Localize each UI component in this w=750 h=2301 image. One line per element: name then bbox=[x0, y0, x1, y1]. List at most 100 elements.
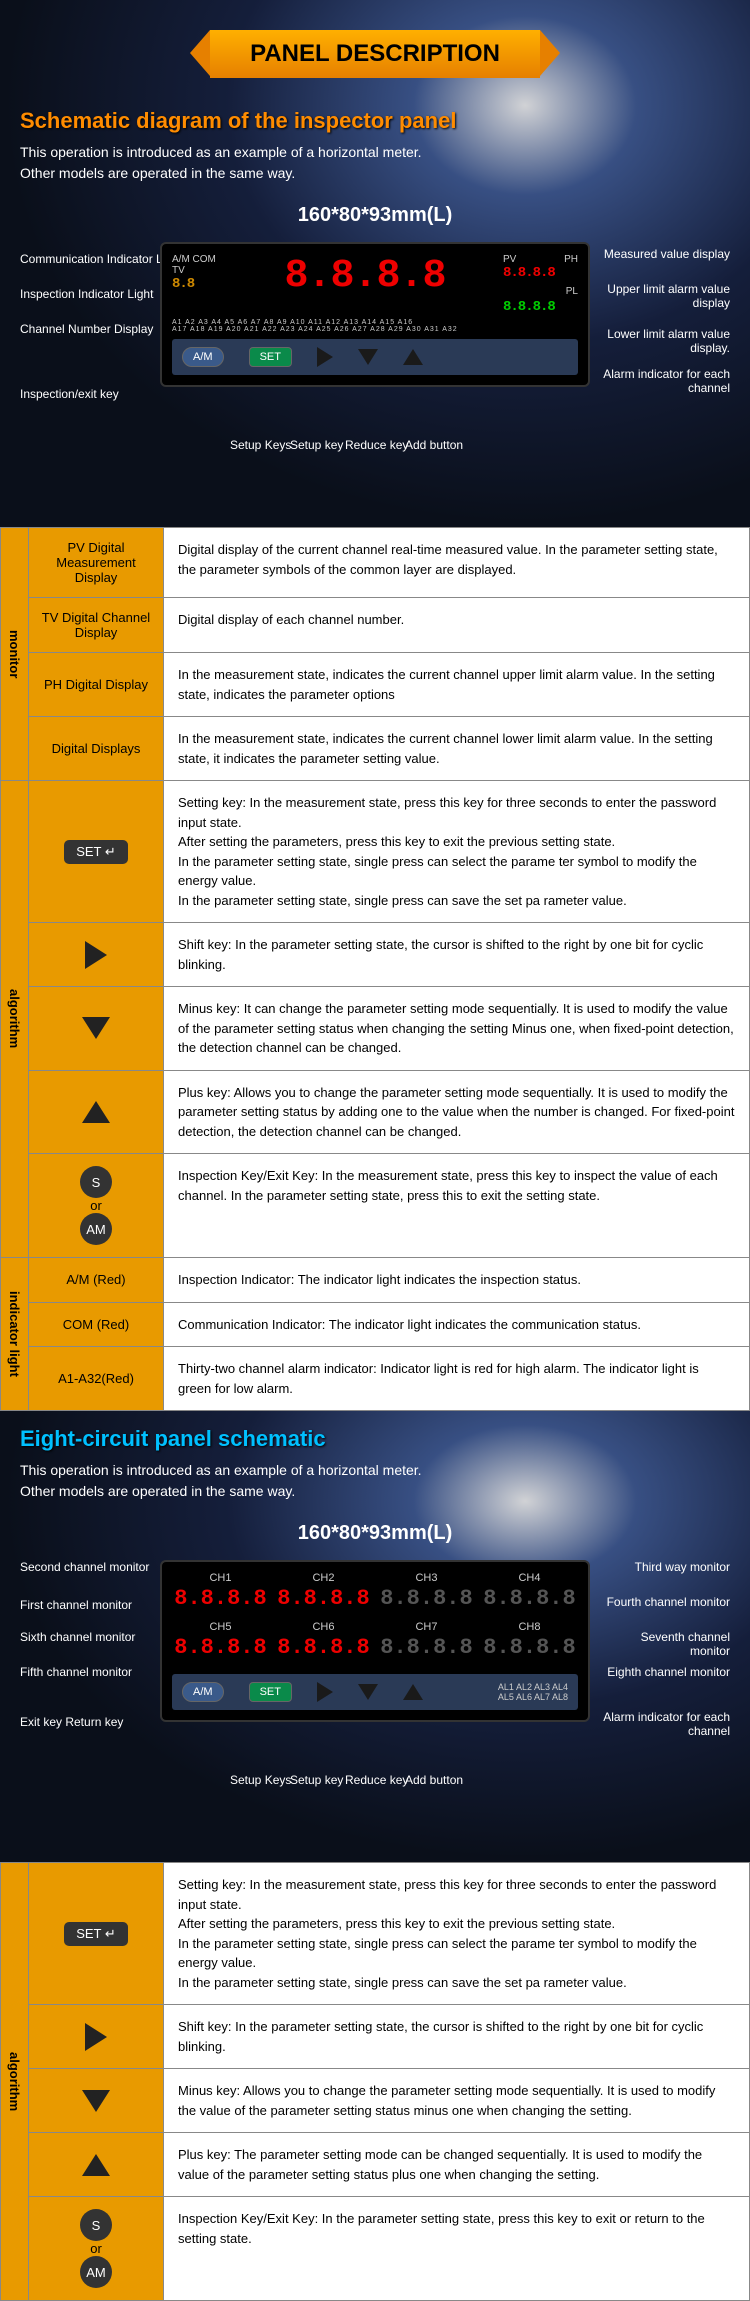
cell-key bbox=[29, 987, 164, 1070]
section2-title: Eight-circuit panel schematic bbox=[20, 1426, 730, 1452]
ch-box: CH28.8.8.8 bbox=[275, 1572, 372, 1611]
ch-box: CH48.8.8.8 bbox=[481, 1572, 578, 1611]
callout-measured: Measured value display bbox=[600, 247, 730, 261]
cell-val: Communication Indicator: The indicator l… bbox=[164, 1303, 749, 1347]
set-button2[interactable]: SET bbox=[249, 1682, 292, 1702]
am-com-label: A/M COM bbox=[172, 254, 227, 265]
callout-alarm: Alarm indicator for each channel bbox=[600, 367, 730, 396]
table-row: Shift key: In the parameter setting stat… bbox=[29, 923, 749, 987]
table-row: Minus key: Allows you to change the para… bbox=[29, 2069, 749, 2133]
cell-key: SET ↵ bbox=[29, 781, 164, 922]
c2-l1: First channel monitor bbox=[20, 1598, 132, 1612]
pl-display: 8.8.8.8 bbox=[503, 299, 578, 315]
ph-label: PH bbox=[564, 254, 578, 265]
c2-l3: Fifth channel monitor bbox=[20, 1665, 132, 1679]
panel2-area: Second channel monitor First channel mon… bbox=[20, 1550, 730, 1842]
cell-key: PH Digital Display bbox=[29, 653, 164, 716]
cell-val: Thirty-two channel alarm indicator: Indi… bbox=[164, 1347, 749, 1410]
dim-label2: 160*80*93mm(L) bbox=[20, 1522, 730, 1545]
down-icon bbox=[82, 2090, 110, 2112]
c2-r1: Fourth channel monitor bbox=[600, 1595, 730, 1609]
ch-box: CH38.8.8.8 bbox=[378, 1572, 475, 1611]
cell-val: In the measurement state, indicates the … bbox=[164, 653, 749, 716]
table1: monitorPV Digital Measurement DisplayDig… bbox=[0, 527, 750, 1411]
c2-r3: Eighth channel monitor bbox=[600, 1665, 730, 1679]
up-icon bbox=[82, 1101, 110, 1123]
right-button[interactable] bbox=[317, 347, 333, 367]
cell-key bbox=[29, 1071, 164, 1154]
set-icon: SET ↵ bbox=[64, 1922, 128, 1946]
btn2-lbl-4: Add button bbox=[405, 1773, 463, 1787]
cell-val: Inspection Key/Exit Key: In the measurem… bbox=[164, 1154, 749, 1257]
btn2-lbl-1: Setup Keys bbox=[230, 1773, 291, 1787]
table-row: Digital DisplaysIn the measurement state… bbox=[29, 717, 749, 780]
section2: Eight-circuit panel schematic This opera… bbox=[0, 1411, 750, 1862]
down-button[interactable] bbox=[358, 349, 378, 365]
algorithm-label2: algorithm bbox=[1, 1863, 29, 2300]
cell-val: Plus key: Allows you to change the param… bbox=[164, 1071, 749, 1154]
ch-row1: A1 A2 A3 A4 A5 A6 A7 A8 A9 A10 A11 A12 A… bbox=[172, 319, 578, 326]
table-row: Minus key: It can change the parameter s… bbox=[29, 987, 749, 1071]
cell-key: A/M (Red) bbox=[29, 1258, 164, 1302]
cell-val: Inspection Key/Exit Key: In the paramete… bbox=[164, 2197, 749, 2300]
cell-key: COM (Red) bbox=[29, 1303, 164, 1347]
button-row2: A/M SET AL1 AL2 AL3 AL4 AL5 AL6 AL7 AL8 bbox=[172, 1674, 578, 1710]
table-row: COM (Red)Communication Indicator: The in… bbox=[29, 1303, 749, 1348]
section2-intro: This operation is introduced as an examp… bbox=[20, 1460, 730, 1502]
ch-box: CH88.8.8.8 bbox=[481, 1621, 578, 1660]
cell-key bbox=[29, 923, 164, 986]
cell-val: Inspection Indicator: The indicator ligh… bbox=[164, 1258, 749, 1302]
cell-val: Digital display of each channel number. bbox=[164, 598, 749, 652]
table-row: Plus key: Allows you to change the param… bbox=[29, 1071, 749, 1155]
callout-lower: Lower limit alarm value display. bbox=[600, 327, 730, 356]
cell-key: Digital Displays bbox=[29, 717, 164, 780]
ch-box: CH68.8.8.8 bbox=[275, 1621, 372, 1660]
eight-panel: CH18.8.8.8CH28.8.8.8CH38.8.8.8CH48.8.8.8… bbox=[160, 1560, 590, 1722]
btn-lbl-1: Setup Keys bbox=[230, 438, 291, 452]
set-button[interactable]: SET bbox=[249, 347, 292, 367]
ch-box: CH18.8.8.8 bbox=[172, 1572, 269, 1611]
hero-section: PANEL DESCRIPTION Schematic diagram of t… bbox=[0, 0, 750, 527]
monitor-label: monitor bbox=[1, 528, 29, 780]
up-button2[interactable] bbox=[403, 1684, 423, 1700]
am-button2[interactable]: A/M bbox=[182, 1682, 224, 1702]
ch-box: CH78.8.8.8 bbox=[378, 1621, 475, 1660]
cell-val: Setting key: In the measurement state, p… bbox=[164, 1863, 749, 2004]
ph-display: 8.8.8.8 bbox=[503, 265, 578, 281]
callout-exitkey: Inspection/exit key bbox=[20, 387, 119, 401]
s-icon: S bbox=[80, 1166, 112, 1198]
cell-val: Plus key: The parameter setting mode can… bbox=[164, 2133, 749, 2196]
btn2-lbl-2: Setup key bbox=[290, 1773, 343, 1787]
pv-display: 8.8.8.8 bbox=[235, 254, 495, 299]
btn-lbl-2: Setup key bbox=[290, 438, 343, 452]
c2-l2: Sixth channel monitor bbox=[20, 1630, 135, 1644]
am-button[interactable]: A/M bbox=[182, 347, 224, 367]
indicator-label: indicator light bbox=[1, 1258, 29, 1410]
cell-key: TV Digital Channel Display bbox=[29, 598, 164, 652]
al-labels: AL1 AL2 AL3 AL4 AL5 AL6 AL7 AL8 bbox=[498, 1682, 568, 1702]
c2-l4: Exit key Return key bbox=[20, 1715, 123, 1729]
table-row: PH Digital DisplayIn the measurement sta… bbox=[29, 653, 749, 717]
cell-val: Minus key: Allows you to change the para… bbox=[164, 2069, 749, 2132]
cell-val: Minus key: It can change the parameter s… bbox=[164, 987, 749, 1070]
table-row: Plus key: The parameter setting mode can… bbox=[29, 2133, 749, 2197]
cell-key bbox=[29, 2005, 164, 2068]
cell-key: SET ↵ bbox=[29, 1863, 164, 2004]
table-row: SET ↵ Setting key: In the measurement sta… bbox=[29, 781, 749, 923]
table-row: SorAMInspection Key/Exit Key: In the par… bbox=[29, 2197, 749, 2300]
am-icon: AM bbox=[80, 1213, 112, 1245]
down-button2[interactable] bbox=[358, 1684, 378, 1700]
table2: algorithm SET ↵ Setting key: In the measur… bbox=[0, 1862, 750, 2301]
cell-key: SorAM bbox=[29, 2197, 164, 2300]
cell-val: In the measurement state, indicates the … bbox=[164, 717, 749, 780]
set-icon: SET ↵ bbox=[64, 840, 128, 864]
ch-box: CH58.8.8.8 bbox=[172, 1621, 269, 1660]
ch-row2: A17 A18 A19 A20 A21 A22 A23 A24 A25 A26 … bbox=[172, 326, 578, 333]
right-button2[interactable] bbox=[317, 1682, 333, 1702]
btn-lbl-3: Reduce key bbox=[345, 438, 408, 452]
btn-lbl-4: Add button bbox=[405, 438, 463, 452]
btn2-lbl-3: Reduce key bbox=[345, 1773, 408, 1787]
up-button[interactable] bbox=[403, 349, 423, 365]
cell-val: Setting key: In the measurement state, p… bbox=[164, 781, 749, 922]
cell-key: A1-A32(Red) bbox=[29, 1347, 164, 1410]
